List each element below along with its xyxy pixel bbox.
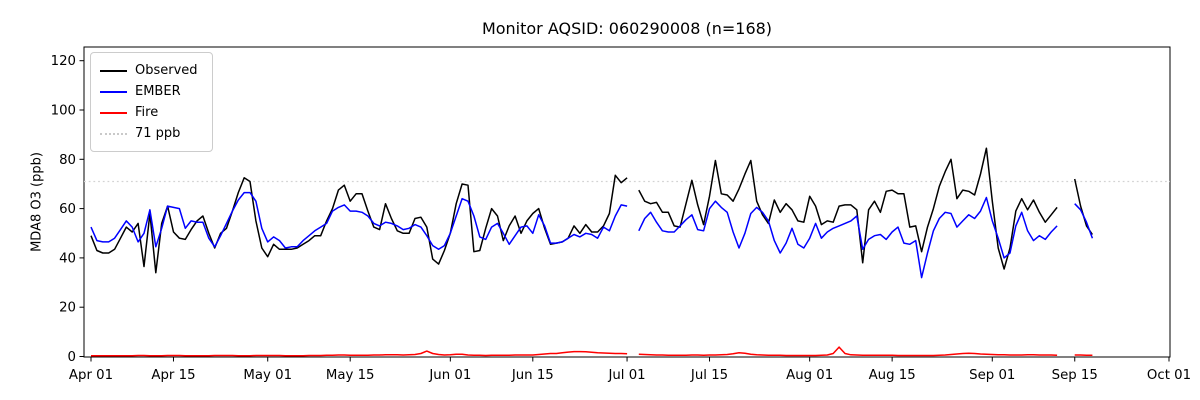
y-tick-label: 0 — [68, 350, 76, 365]
legend-label: Fire — [135, 105, 159, 120]
x-tick-label: Apr 01 — [69, 368, 113, 383]
legend-item-fire: Fire — [100, 102, 203, 123]
y-axis: 0 20 40 60 80 100 120 — [51, 54, 84, 365]
y-tick-label: 20 — [59, 301, 76, 316]
legend-label: 71 ppb — [135, 126, 181, 141]
legend-item-71-ppb: 71 ppb — [100, 123, 203, 144]
axes-spines — [83, 46, 1171, 358]
y-tick-label: 60 — [59, 202, 76, 217]
x-tick-label: Jun 15 — [511, 368, 554, 383]
x-tick-label: May 01 — [243, 368, 292, 383]
fire-line — [638, 346, 1058, 357]
x-tick-label: Sep 01 — [969, 368, 1015, 383]
legend-item-observed: Observed — [100, 60, 203, 81]
legend: Observed EMBER Fire 71 ppb — [90, 52, 213, 152]
y-tick-label: 100 — [51, 104, 76, 119]
chart-title: Monitor AQSID: 060290008 (n=168) — [481, 19, 773, 38]
ember-line — [90, 191, 628, 251]
observed-line — [638, 147, 1058, 270]
x-tick-label: May 15 — [326, 368, 375, 383]
fire-line — [91, 350, 628, 357]
legend-line-sample — [100, 69, 127, 72]
y-tick-label: 120 — [51, 54, 76, 69]
ember-line — [638, 196, 1058, 279]
legend-line-sample — [100, 90, 127, 93]
x-tick-label: Aug 01 — [786, 368, 833, 383]
x-tick-label: Aug 15 — [869, 368, 916, 383]
ember-line — [1074, 203, 1094, 239]
legend-label: Observed — [135, 63, 198, 78]
y-tick-label: 40 — [59, 251, 76, 266]
x-tick-label: Jun 01 — [428, 368, 471, 383]
legend-line-sample — [100, 111, 127, 114]
x-axis: Apr 01 Apr 15 May 01 May 15 Jun 01 Jun 15 Jul … — [69, 357, 1191, 383]
x-tick-label: Oct 01 — [1147, 368, 1191, 383]
observed-line — [90, 174, 628, 274]
x-tick-label: Jul 15 — [690, 368, 728, 383]
legend-item-ember: EMBER — [100, 81, 203, 102]
legend-label: EMBER — [135, 84, 181, 99]
x-tick-label: Sep 15 — [1052, 368, 1098, 383]
legend-line-sample — [100, 132, 127, 135]
x-tick-label: Apr 15 — [151, 368, 195, 383]
y-tick-label: 80 — [59, 153, 76, 168]
x-tick-label: Jul 01 — [607, 368, 645, 383]
